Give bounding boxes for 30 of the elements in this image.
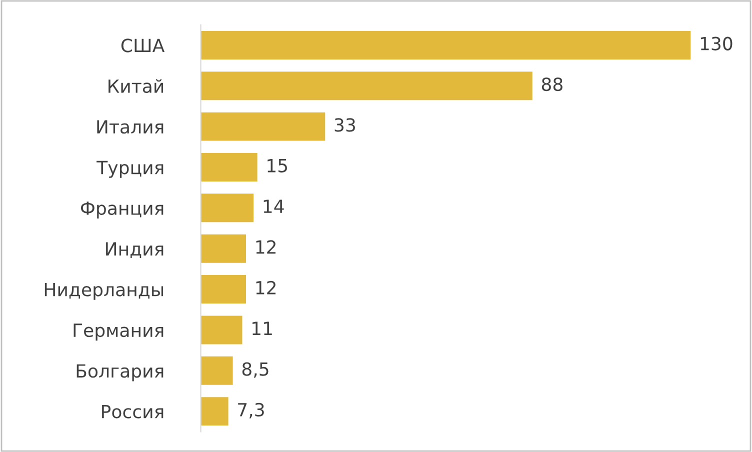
bar — [200, 153, 258, 182]
y-tick-label: США — [121, 38, 165, 52]
y-tick-label: Италия — [97, 120, 164, 134]
data-label: 8,5 — [242, 362, 268, 378]
bar — [200, 194, 254, 222]
y-tick-label: Нидерланды — [44, 282, 164, 300]
bar — [200, 356, 233, 385]
y-tick-label: Болгария — [76, 364, 164, 382]
bar — [200, 275, 246, 304]
data-label: 130 — [700, 36, 732, 50]
data-label: 14 — [264, 200, 284, 213]
data-label: 12 — [256, 280, 276, 294]
y-tick-label: Китай — [108, 79, 164, 93]
data-label: 12 — [256, 240, 276, 254]
bar — [200, 397, 228, 426]
y-tick-label: Германия — [74, 324, 164, 341]
y-tick-label: Турция — [96, 160, 164, 178]
y-tick-label: Россия — [102, 405, 164, 418]
bar — [200, 316, 242, 344]
data-label: 11 — [252, 322, 272, 335]
bar — [200, 72, 532, 100]
data-label: 88 — [542, 77, 562, 92]
data-label: 7,3 — [238, 402, 264, 418]
data-label: 33 — [334, 118, 355, 132]
bar — [200, 234, 246, 263]
y-tick-label: Франция — [80, 202, 164, 219]
data-label: 15 — [268, 159, 288, 172]
bar — [200, 30, 691, 60]
y-tick-label: Индия — [106, 242, 164, 258]
bar — [200, 112, 326, 141]
